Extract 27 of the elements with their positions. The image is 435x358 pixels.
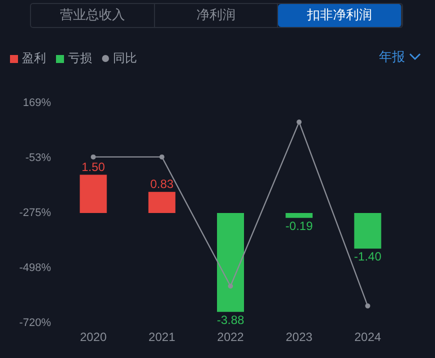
text: 净利润 (154, 4, 278, 27)
x-tick-label: 2022 (217, 330, 244, 344)
x-tick-label: 2021 (148, 330, 176, 344)
text: 扣非净利润 (278, 4, 402, 27)
data-label: -3.88 (216, 312, 244, 327)
y-tick-label: -53% (25, 152, 52, 164)
x-tick-label: 2024 (354, 330, 382, 344)
y-tick-label: -275% (19, 206, 52, 219)
x-tick-label: 2020 (80, 330, 107, 344)
x-tick-label: 2023 (286, 330, 313, 344)
text: 年报 (379, 49, 405, 66)
y-tick-label: -498% (19, 262, 52, 274)
data-label: 1.50 (82, 160, 106, 174)
text: 营业总收入 (31, 4, 155, 27)
data-label: 0.83 (150, 176, 174, 191)
legend-label: 同比 (113, 50, 137, 67)
legend-label: 亏损 (68, 50, 92, 67)
y-tick-label: 169% (22, 97, 52, 109)
point (90, 154, 96, 160)
point (228, 284, 233, 289)
point (159, 154, 164, 160)
point (296, 120, 302, 125)
y-tick-label: -720% (19, 317, 52, 329)
legend-label: 盈利 (22, 50, 46, 67)
data-label: -1.40 (354, 250, 382, 264)
data-label: -0.19 (285, 218, 314, 233)
point (365, 303, 370, 308)
